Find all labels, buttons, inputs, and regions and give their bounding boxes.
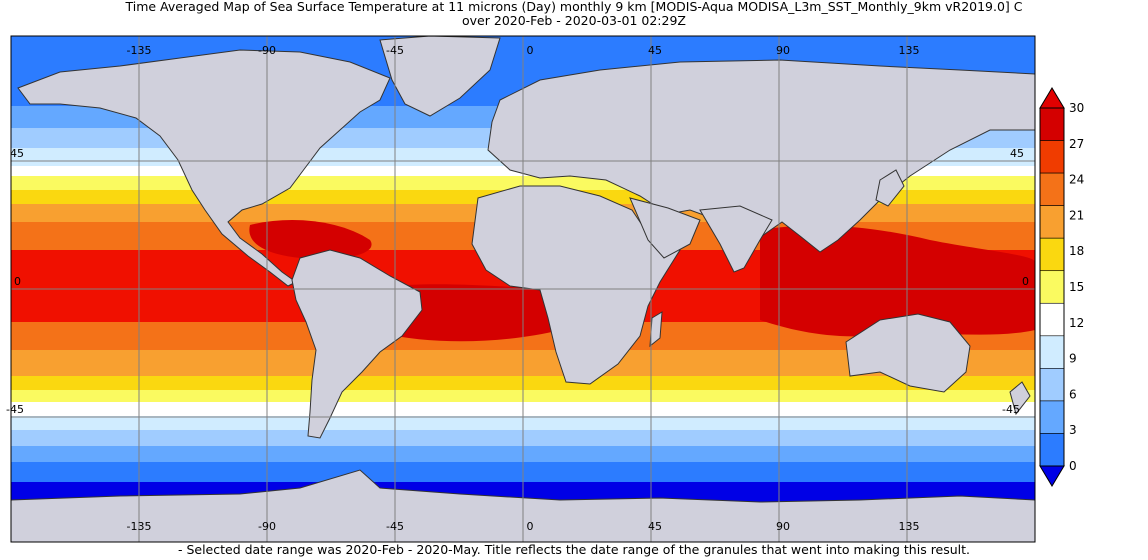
lat-label-right: 45 <box>1010 147 1024 160</box>
lat-label-left: -45 <box>6 403 24 416</box>
colorbar-tick-label: 3 <box>1069 423 1077 437</box>
lon-label-top: -45 <box>386 44 404 57</box>
colorbar-tick-label: 0 <box>1069 459 1077 473</box>
lon-label-bottom: 0 <box>527 520 534 533</box>
colorbar-segments <box>1039 107 1065 467</box>
land-arabia <box>629 197 701 259</box>
colorbar-tick-label: 27 <box>1069 137 1084 151</box>
colorbar-segment <box>1039 335 1065 369</box>
colorbar-segment <box>1039 237 1065 272</box>
lon-label-top: -90 <box>258 44 276 57</box>
lat-label-left: 45 <box>10 147 24 160</box>
land-north-america <box>17 49 391 287</box>
lat-label-left: 0 <box>14 275 21 288</box>
lat-label-right: -45 <box>1002 403 1020 416</box>
colorbar-segment <box>1039 400 1065 434</box>
colorbar-over-arrow <box>1039 87 1065 109</box>
land-japan <box>875 169 905 207</box>
footer-note: - Selected date range was 2020-Feb - 202… <box>177 542 971 557</box>
land-new-zealand <box>1009 381 1031 416</box>
lon-label-top: 45 <box>648 44 662 57</box>
colorbar-tick-label: 24 <box>1069 173 1084 187</box>
colorbar-segment <box>1039 107 1065 141</box>
lon-label-bottom: 45 <box>648 520 662 533</box>
lon-label-top: 135 <box>899 44 920 57</box>
warm-pool-caribbean <box>249 220 372 260</box>
lat-label-right: 0 <box>1022 275 1029 288</box>
colorbar-under-arrow <box>1039 465 1065 487</box>
lon-labels-top: -135 -90 -45 0 45 90 135 <box>127 44 920 57</box>
colorbar-segment <box>1039 172 1065 206</box>
colorbar-tick-label: 21 <box>1069 208 1084 222</box>
colorbar-tick-label: 18 <box>1069 244 1084 258</box>
colorbar-segment <box>1039 270 1065 304</box>
sst-map: -135 -90 -45 0 45 90 135 -135 -90 -45 0 … <box>6 35 1084 543</box>
colorbar-tick-label: 9 <box>1069 352 1077 366</box>
lon-labels-bottom: -135 -90 -45 0 45 90 135 <box>127 520 920 533</box>
colorbar-segment <box>1039 433 1065 467</box>
colorbar-tick-label: 6 <box>1069 387 1077 401</box>
lon-label-top: 0 <box>527 44 534 57</box>
map-title: Time Averaged Map of Sea Surface Tempera… <box>0 0 1148 28</box>
lon-label-top: -135 <box>127 44 152 57</box>
map-grid <box>11 36 1035 542</box>
lon-label-top: 90 <box>776 44 790 57</box>
title-line-1: Time Averaged Map of Sea Surface Tempera… <box>125 0 1023 14</box>
land-greenland <box>379 36 501 117</box>
lon-label-bottom: 135 <box>899 520 920 533</box>
land-india <box>699 205 773 273</box>
land-africa <box>471 185 681 385</box>
colorbar-segment <box>1039 302 1065 337</box>
colorbar-segment <box>1039 140 1065 174</box>
lon-label-bottom: -45 <box>386 520 404 533</box>
colorbar-tick-label: 30 <box>1069 101 1084 115</box>
colorbar-tick-label: 15 <box>1069 280 1084 294</box>
colorbar-tick-label: 12 <box>1069 316 1084 330</box>
colorbar-segment <box>1039 368 1065 402</box>
lon-label-bottom: -90 <box>258 520 276 533</box>
map-plot-area <box>11 36 1035 542</box>
land-australia <box>845 313 971 393</box>
lon-label-bottom: -135 <box>127 520 152 533</box>
map-frame <box>10 35 1036 543</box>
lon-label-bottom: 90 <box>776 520 790 533</box>
warm-pool-west-pacific <box>760 225 1035 337</box>
lat-labels: 45 0 -45 45 0 -45 <box>6 147 1029 416</box>
colorbar-frame <box>1039 107 1065 467</box>
title-line-2: over 2020-Feb - 2020-03-01 02:29Z <box>462 13 686 28</box>
colorbar-segment <box>1039 205 1065 239</box>
